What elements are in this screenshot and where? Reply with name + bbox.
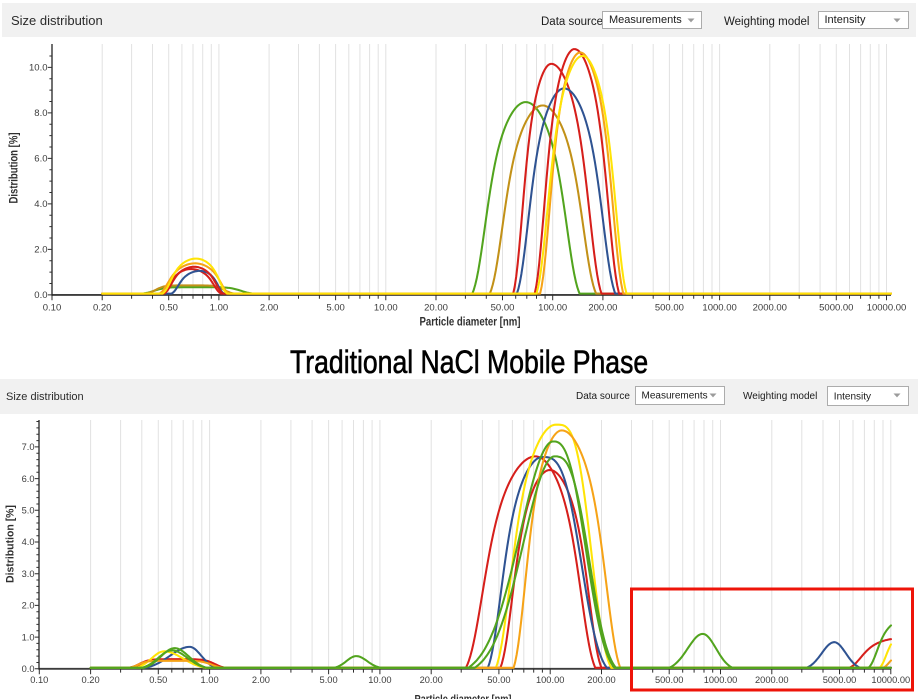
svg-text:Distribution [%]: Distribution [%] (9, 132, 21, 203)
svg-text:5000.00: 5000.00 (819, 303, 853, 314)
svg-text:Distribution [%]: Distribution [%] (5, 505, 17, 583)
svg-text:500.00: 500.00 (655, 675, 683, 685)
svg-text:7.0: 7.0 (22, 442, 35, 452)
svg-text:2.0: 2.0 (34, 245, 47, 256)
svg-text:1.00: 1.00 (201, 675, 219, 685)
svg-text:4.0: 4.0 (22, 537, 35, 547)
svg-text:1.0: 1.0 (22, 632, 35, 642)
svg-text:1000.00: 1000.00 (704, 675, 738, 685)
svg-text:20.00: 20.00 (424, 303, 448, 314)
svg-text:6.0: 6.0 (34, 154, 47, 165)
svg-text:10.00: 10.00 (374, 303, 398, 314)
svg-text:0.20: 0.20 (82, 675, 100, 685)
svg-text:0.50: 0.50 (149, 675, 167, 685)
svg-text:5.0: 5.0 (22, 506, 35, 516)
svg-text:6.0: 6.0 (22, 474, 35, 484)
svg-text:200.00: 200.00 (587, 675, 615, 685)
svg-text:50.00: 50.00 (487, 675, 510, 685)
svg-text:5000.00: 5000.00 (823, 675, 857, 685)
svg-text:10000.00: 10000.00 (867, 303, 907, 314)
svg-text:4.0: 4.0 (34, 199, 47, 210)
svg-text:Particle diameter [nm]: Particle diameter [nm] (415, 694, 512, 699)
svg-text:0.0: 0.0 (22, 664, 35, 674)
svg-text:0.50: 0.50 (159, 303, 178, 314)
svg-text:5.00: 5.00 (326, 303, 345, 314)
svg-text:2000.00: 2000.00 (753, 303, 787, 314)
svg-text:0.20: 0.20 (93, 303, 112, 314)
svg-text:200.00: 200.00 (588, 303, 617, 314)
svg-text:100.00: 100.00 (536, 675, 564, 685)
svg-text:5.00: 5.00 (320, 675, 338, 685)
svg-text:8.0: 8.0 (34, 108, 47, 119)
svg-text:0.0: 0.0 (34, 290, 47, 301)
svg-text:0.10: 0.10 (30, 675, 48, 685)
svg-text:2.00: 2.00 (260, 303, 279, 314)
svg-text:Particle diameter [nm]: Particle diameter [nm] (420, 317, 521, 329)
svg-text:1000.00: 1000.00 (702, 303, 736, 314)
svg-text:3.0: 3.0 (22, 569, 35, 579)
svg-text:2.0: 2.0 (22, 601, 35, 611)
svg-text:500.00: 500.00 (655, 303, 684, 314)
svg-text:2000.00: 2000.00 (755, 675, 789, 685)
svg-text:10.0: 10.0 (29, 63, 48, 74)
svg-text:0.10: 0.10 (43, 303, 62, 314)
svg-text:20.00: 20.00 (420, 675, 443, 685)
svg-text:2.00: 2.00 (252, 675, 270, 685)
svg-text:10000.00: 10000.00 (871, 675, 910, 685)
svg-text:1.00: 1.00 (210, 303, 229, 314)
svg-text:10.00: 10.00 (368, 675, 391, 685)
svg-text:100.00: 100.00 (538, 303, 567, 314)
svg-text:50.00: 50.00 (491, 303, 515, 314)
